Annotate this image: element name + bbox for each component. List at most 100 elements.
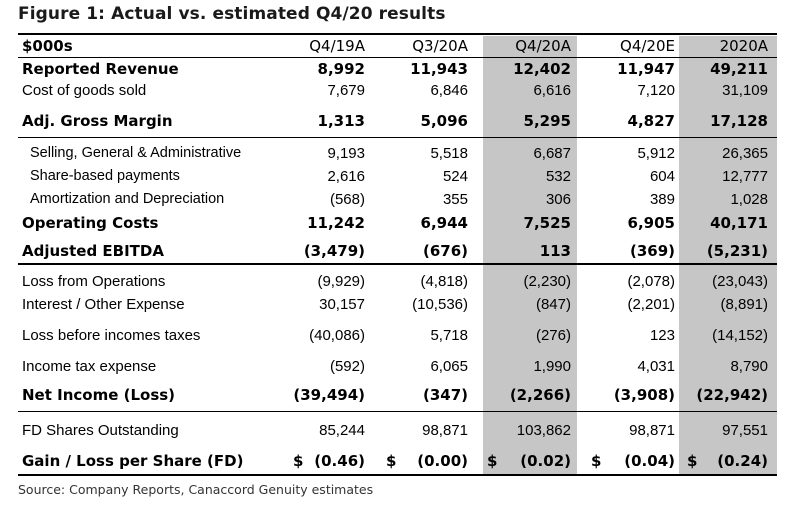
highlight-column-q4-20a	[483, 36, 577, 476]
cell-value: 40,171	[710, 214, 768, 232]
cell-value: 6,905	[627, 214, 675, 232]
cell-value: 103,862	[516, 422, 571, 439]
cell-value: 5,295	[523, 112, 571, 130]
rule-header	[18, 57, 777, 58]
row-label: Interest / Other Expense	[22, 296, 185, 313]
cell-value: 7,525	[523, 214, 571, 232]
cell-value: 12,402	[513, 60, 571, 78]
cell-value: (568)	[329, 191, 365, 208]
cell-value: (592)	[329, 358, 365, 375]
cell-value: 2,616	[327, 168, 365, 185]
row-label: Cost of goods sold	[22, 82, 147, 99]
figure-title: Figure 1: Actual vs. estimated Q4/20 res…	[18, 4, 446, 24]
rule-bottom	[18, 474, 777, 476]
cell-value: 5,518	[430, 145, 468, 162]
rule-top	[18, 33, 777, 35]
cell-value: (3,479)	[303, 242, 365, 260]
cell-value: (22,942)	[696, 386, 768, 404]
cell-value: (2,230)	[523, 273, 571, 290]
currency-symbol: $	[293, 452, 304, 470]
cell-value: (2,201)	[627, 296, 675, 313]
cell-value: 6,687	[533, 145, 571, 162]
cell-value: (676)	[422, 242, 468, 260]
cell-value: 1,990	[533, 358, 571, 375]
cell-value: 113	[539, 242, 571, 260]
cell-value: 5,718	[430, 327, 468, 344]
cell-value: 604	[649, 168, 675, 185]
cell-value: 31,109	[722, 82, 768, 99]
cell-value: 26,365	[722, 145, 768, 162]
cell-value: 6,616	[533, 82, 571, 99]
cell-value: (2,266)	[509, 386, 571, 404]
cell-value: (23,043)	[712, 273, 768, 290]
cell-value: (9,929)	[317, 273, 365, 290]
cell-value: 123	[649, 327, 675, 344]
cell-value: (39,494)	[293, 386, 365, 404]
cell-value: (5,231)	[706, 242, 768, 260]
cell-value: 98,871	[629, 422, 675, 439]
row-label: Gain / Loss per Share (FD)	[22, 452, 244, 470]
cell-value: 6,846	[430, 82, 468, 99]
cell-value: (14,152)	[712, 327, 768, 344]
col-header-q3-20a: Q3/20A	[412, 37, 468, 55]
cell-value: (8,891)	[720, 296, 768, 313]
cell-value: 11,242	[307, 214, 365, 232]
cell-value: (10,536)	[412, 296, 468, 313]
cell-value: (2,078)	[627, 273, 675, 290]
cell-value: (847)	[535, 296, 571, 313]
cell-value: (0.46)	[314, 452, 365, 470]
cell-value: 85,244	[319, 422, 365, 439]
cell-value: 389	[649, 191, 675, 208]
cell-value: 98,871	[422, 422, 468, 439]
currency-symbol: $	[687, 452, 698, 470]
currency-symbol: $	[386, 452, 397, 470]
col-header-q4-19a: Q4/19A	[309, 37, 365, 55]
row-label: Adj. Gross Margin	[22, 112, 173, 130]
rule-ebitda	[18, 263, 777, 265]
cell-value: 532	[545, 168, 571, 185]
row-label: Loss before incomes taxes	[22, 327, 201, 344]
row-label: FD Shares Outstanding	[22, 422, 179, 439]
row-label: Operating Costs	[22, 214, 159, 232]
cell-value: (4,818)	[420, 273, 468, 290]
cell-value: 7,679	[327, 82, 365, 99]
row-label: Selling, General & Administrative	[30, 145, 242, 161]
col-header-q4-20a: Q4/20A	[515, 37, 571, 55]
cell-value: 11,947	[617, 60, 675, 78]
cell-value: 4,031	[637, 358, 675, 375]
highlight-column-2020a	[679, 36, 777, 476]
cell-value: (40,086)	[309, 327, 365, 344]
cell-value: (3,908)	[613, 386, 675, 404]
cell-value: (0.02)	[520, 452, 571, 470]
source-note: Source: Company Reports, Canaccord Genui…	[18, 482, 374, 497]
cell-value: 30,157	[319, 296, 365, 313]
cell-value: 8,992	[317, 60, 365, 78]
rule-net-income	[18, 411, 777, 412]
cell-value: 1,028	[730, 191, 768, 208]
header-units: $000s	[22, 37, 73, 55]
cell-value: (276)	[535, 327, 571, 344]
row-label: Share-based payments	[30, 168, 180, 184]
currency-symbol: $	[591, 452, 602, 470]
currency-symbol: $	[487, 452, 498, 470]
cell-value: (369)	[629, 242, 675, 260]
row-label: Net Income (Loss)	[22, 386, 176, 404]
cell-value: 49,211	[710, 60, 768, 78]
row-label: Income tax expense	[22, 358, 157, 375]
cell-value: 97,551	[722, 422, 768, 439]
col-header-2020a: 2020A	[719, 37, 768, 55]
col-header-q4-20e: Q4/20E	[620, 37, 675, 55]
cell-value: 5,096	[420, 112, 468, 130]
row-label: Amortization and Depreciation	[30, 191, 225, 207]
cell-value: 1,313	[317, 112, 365, 130]
cell-value: (347)	[422, 386, 468, 404]
cell-value: 306	[545, 191, 571, 208]
cell-value: 355	[442, 191, 468, 208]
cell-value: 4,827	[627, 112, 675, 130]
cell-value: 7,120	[637, 82, 675, 99]
cell-value: (0.00)	[417, 452, 468, 470]
cell-value: 6,944	[420, 214, 468, 232]
row-label: Adjusted EBITDA	[22, 242, 164, 260]
cell-value: (0.24)	[717, 452, 768, 470]
row-label: Reported Revenue	[22, 60, 179, 78]
